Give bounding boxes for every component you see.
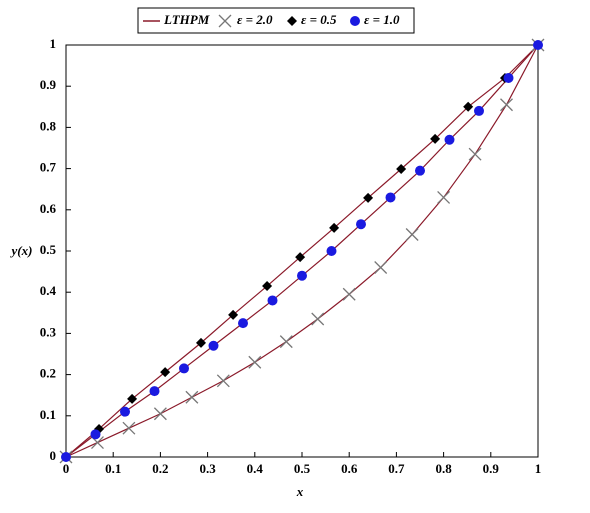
y-tick-label: 0.7: [40, 160, 57, 175]
y-tick-label: 0.4: [40, 283, 57, 298]
cross-marker: [153, 407, 167, 421]
diamond-marker: [127, 393, 138, 404]
diamond-marker: [430, 133, 441, 144]
circle-marker: [350, 16, 360, 26]
y-axis-label: y(x): [10, 243, 33, 258]
circle-marker: [356, 219, 366, 230]
y-tick-label: 0.2: [40, 366, 56, 381]
circle-marker: [415, 165, 425, 176]
circle-marker: [208, 340, 219, 351]
x-tick-label: 0.3: [199, 461, 216, 476]
cross-marker: [342, 287, 356, 301]
y-tick-label: 0.8: [40, 118, 57, 133]
circle-marker: [474, 105, 484, 116]
diamond-marker: [195, 337, 206, 348]
circle-marker: [385, 192, 396, 203]
cross-marker: [122, 421, 136, 435]
circle-marker: [179, 363, 189, 374]
circle-marker: [149, 386, 160, 397]
x-tick-label: 0.7: [388, 461, 405, 476]
cross-marker: [218, 14, 232, 28]
legend-label: ε = 0.5: [301, 12, 337, 27]
x-axis-label: x: [296, 484, 304, 499]
diamond-marker: [160, 367, 171, 378]
x-tick-label: 0.1: [105, 461, 121, 476]
x-tick-label: 0.2: [152, 461, 168, 476]
cross-marker: [248, 355, 262, 369]
cross-marker: [374, 261, 388, 274]
y-tick-label: 0.1: [40, 407, 56, 422]
x-tick-label: 0.4: [247, 461, 264, 476]
circle-marker: [267, 295, 278, 306]
cross-marker: [279, 335, 293, 349]
legend-label: ε = 1.0: [364, 12, 400, 27]
x-tick-label: 0.5: [294, 461, 311, 476]
circle-marker: [120, 406, 130, 417]
cross-marker: [468, 147, 482, 161]
x-tick-label: 0.8: [435, 461, 452, 476]
y-tick-label: 0.9: [40, 77, 57, 92]
diamond-marker: [329, 222, 340, 233]
cross-marker: [405, 228, 419, 241]
diamond-marker: [463, 101, 474, 112]
x-tick-label: 0: [63, 461, 70, 476]
diamond-marker: [287, 16, 297, 26]
y-tick-label: 0: [50, 448, 57, 463]
diamond-marker: [396, 164, 407, 175]
circle-marker: [533, 40, 543, 50]
cross-marker: [311, 312, 325, 326]
circle-marker: [444, 134, 455, 145]
circle-marker: [61, 452, 71, 462]
circle-marker: [90, 429, 101, 440]
lthpm-curve: [65, 44, 539, 458]
cross-marker: [216, 374, 230, 388]
diamond-marker: [363, 192, 374, 203]
y-tick-label: 0.6: [40, 201, 57, 216]
circle-marker: [326, 246, 337, 256]
legend-label: ε = 2.0: [237, 12, 273, 27]
diamond-marker: [295, 252, 306, 263]
legend-label: LTHPM: [163, 12, 210, 27]
y-tick-label: 0.5: [40, 242, 57, 257]
circle-marker: [503, 72, 514, 83]
x-tick-label: 0.6: [341, 461, 358, 476]
diamond-marker: [228, 309, 239, 320]
circle-marker: [297, 270, 307, 281]
x-tick-label: 1: [535, 461, 542, 476]
diamond-marker: [262, 281, 273, 292]
y-tick-label: 0.3: [40, 324, 57, 339]
circle-marker: [238, 318, 248, 329]
cross-marker: [185, 390, 199, 404]
x-tick-label: 0.9: [483, 461, 500, 476]
y-tick-label: 1: [50, 36, 57, 51]
legend-box: [137, 7, 415, 34]
cross-marker: [500, 98, 513, 112]
cross-marker: [437, 190, 451, 204]
